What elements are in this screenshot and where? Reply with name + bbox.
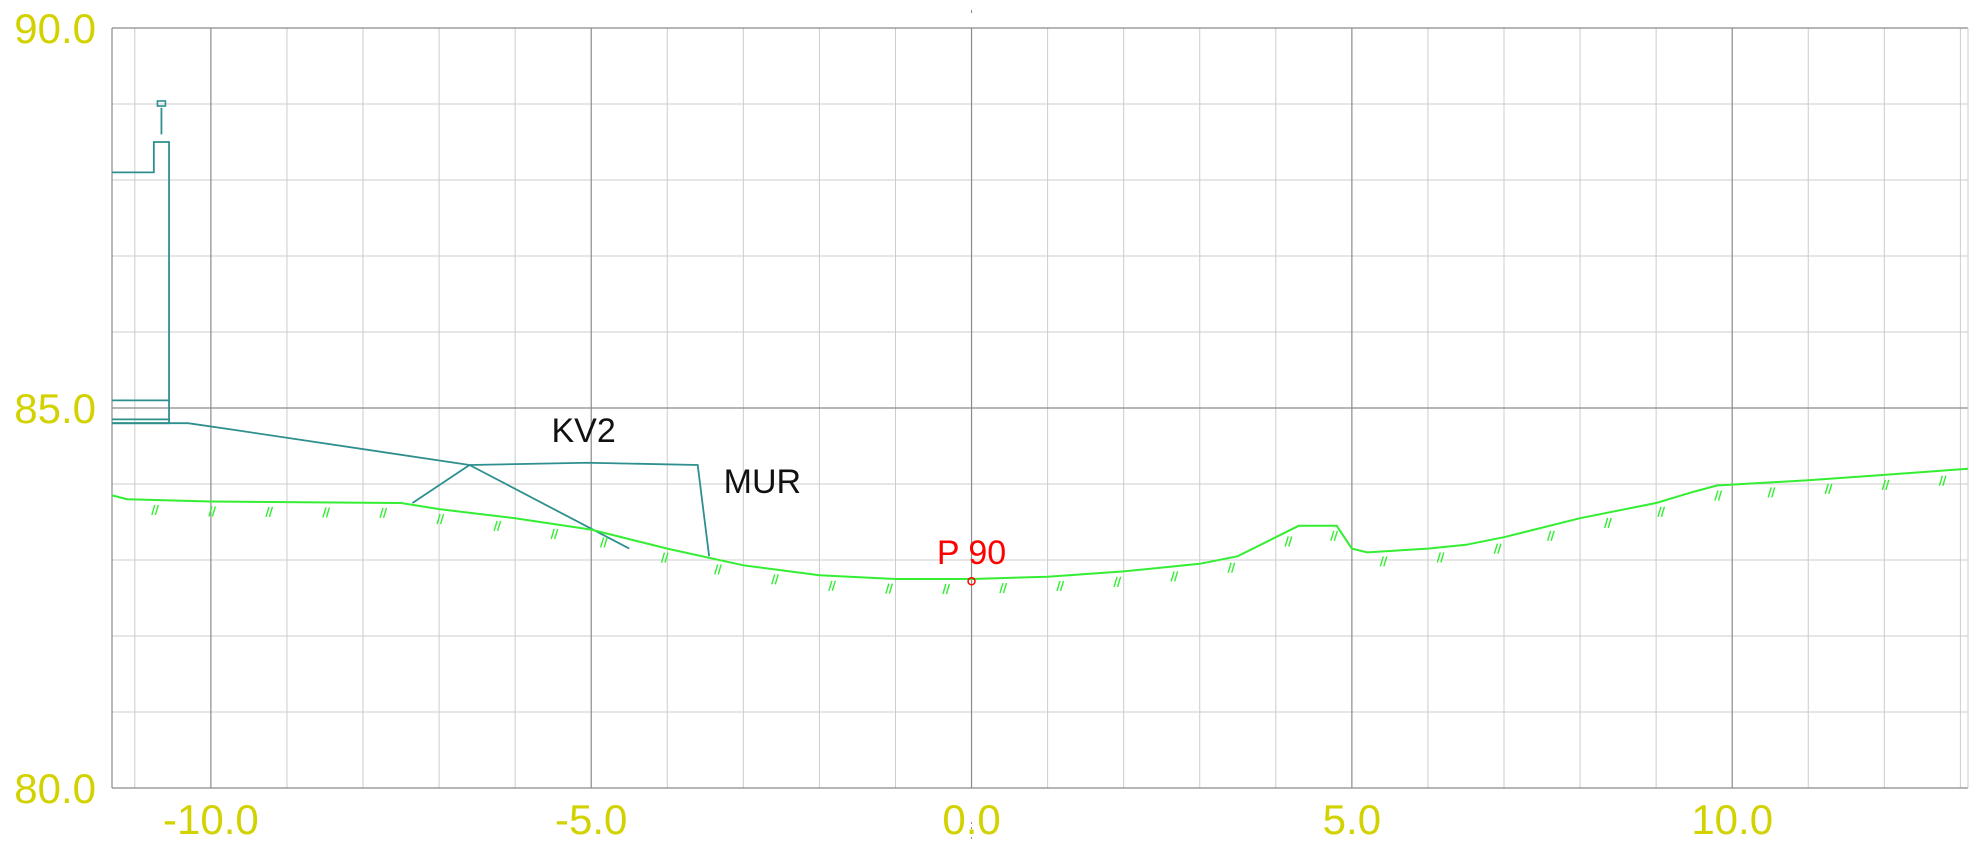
terrain-hatch-mark: [268, 506, 274, 518]
terrain-hatch-mark: [885, 583, 890, 594]
terrain-hatch-mark: [1440, 552, 1445, 563]
terrain-hatch-mark: [771, 574, 776, 585]
terrain-hatch-mark: [1493, 543, 1499, 554]
terrain-hatch-mark: [828, 580, 833, 591]
terrain-hatch-mark: [1230, 562, 1236, 573]
structure-lines: [112, 100, 711, 557]
terrain-hatch-mark: [436, 513, 441, 525]
terrain-hatch-mark: [945, 583, 951, 595]
terrain-hatch-mark: [1657, 506, 1662, 518]
terrain-hatch-mark: [382, 507, 388, 519]
terrain-hatch-mark: [1002, 582, 1008, 594]
structure-line: [112, 141, 170, 425]
terrain-hatch-mark: [1383, 556, 1388, 567]
terrain-hatch-mark: [1330, 530, 1335, 542]
x-tick-label: 5.0: [1323, 796, 1381, 843]
terrain-line: [111, 467, 1969, 580]
terrain-hatch-mark: [1607, 517, 1612, 529]
x-tick-label: 0.0: [942, 796, 1000, 843]
terrain-hatch-mark: [599, 537, 605, 548]
terrain-hatch-mark: [1881, 479, 1887, 491]
terrain-hatch-mark: [1056, 580, 1061, 592]
y-tick-label: 90.0: [14, 5, 96, 52]
terrain-hatch-mark: [1546, 530, 1552, 542]
structure-line: [411, 461, 711, 557]
terrain-hatch-mark: [1227, 562, 1232, 573]
y-tick-label: 85.0: [14, 385, 96, 432]
tick-labels: -10.0 -5.0 0.0 5.0 10.0 80.0 85.0 90.0: [14, 5, 1773, 843]
terrain-hatch-mark: [554, 528, 559, 540]
terrain-hatch-mark: [208, 506, 213, 517]
terrain-hatch-mark: [1942, 475, 1947, 486]
x-tick-label: -10.0: [163, 796, 259, 843]
terrain-hatch-mark: [1113, 576, 1118, 588]
terrain-hatch-mark: [1173, 571, 1179, 582]
annotation-label: MUR: [724, 463, 801, 501]
terrain-hatch-mark: [154, 504, 160, 516]
x-tick-label: -5.0: [555, 796, 627, 843]
terrain-hatch-mark: [660, 552, 666, 563]
terrain-hatch-mark: [496, 520, 502, 532]
terrain-hatch-mark: [1604, 517, 1609, 529]
terrain-hatch-mark: [603, 537, 608, 548]
terrain-hatch-mark: [493, 520, 498, 532]
y-tick-label: 80.0: [14, 765, 96, 812]
terrain-hatch-mark: [379, 507, 384, 519]
terrain-hatch-mark: [1714, 490, 1719, 501]
terrain-hatch-mark: [550, 528, 555, 540]
terrain-hatch-mark: [1828, 483, 1833, 495]
structure-line: [469, 464, 630, 550]
terrain-hatch-mark: [1824, 483, 1829, 495]
terrain-hatch-mark: [999, 582, 1004, 594]
terrain-hatch-mark: [151, 504, 156, 516]
terrain-hatch-mark: [888, 583, 894, 594]
terrain-hatch-mark: [211, 506, 217, 517]
grid: [111, 10, 1969, 840]
terrain-hatch-mark: [1550, 530, 1555, 542]
terrain-hatch-mark: [1436, 552, 1442, 563]
terrain-hatch-mark: [717, 564, 722, 575]
terrain-hatch-mark: [1284, 536, 1289, 547]
terrain-hatch-mark: [1660, 506, 1666, 518]
x-tick-label: 10.0: [1691, 796, 1773, 843]
terrain-hatch-mark: [831, 580, 836, 591]
terrain-hatch-mark: [1938, 475, 1944, 486]
survey-point-marker: [967, 577, 976, 586]
terrain-profile: [111, 467, 1969, 595]
annotation-label: KV2: [551, 412, 615, 450]
terrain-hatch-mark: [265, 506, 270, 518]
annotations: KV2 MUR P 90: [551, 412, 1006, 586]
terrain-hatch-mark: [1497, 543, 1502, 554]
terrain-hatch-mark: [1885, 479, 1890, 491]
terrain-hatch-mark: [325, 507, 331, 518]
mast-marker: [156, 100, 167, 107]
terrain-hatch-mark: [1767, 487, 1772, 498]
terrain-hatch-mark: [439, 513, 445, 525]
terrain-hatch-mark: [322, 507, 327, 518]
terrain-hatch-mark: [1059, 580, 1065, 592]
terrain-hatch-mark: [1288, 536, 1293, 547]
terrain-hatch-mark: [1771, 487, 1776, 498]
terrain-hatch-mark: [1170, 571, 1175, 582]
terrain-hatch-mark: [774, 574, 779, 585]
annotation-label: P 90: [937, 534, 1006, 572]
terrain-hatch-mark: [1333, 530, 1339, 542]
terrain-hatch-mark: [664, 552, 669, 563]
terrain-hatch-mark: [1116, 576, 1122, 588]
terrain-hatch-mark: [1379, 556, 1384, 567]
terrain-hatch-mark: [1717, 490, 1723, 501]
terrain-hatch-mark: [714, 564, 719, 575]
terrain-hatch-mark: [942, 583, 947, 595]
